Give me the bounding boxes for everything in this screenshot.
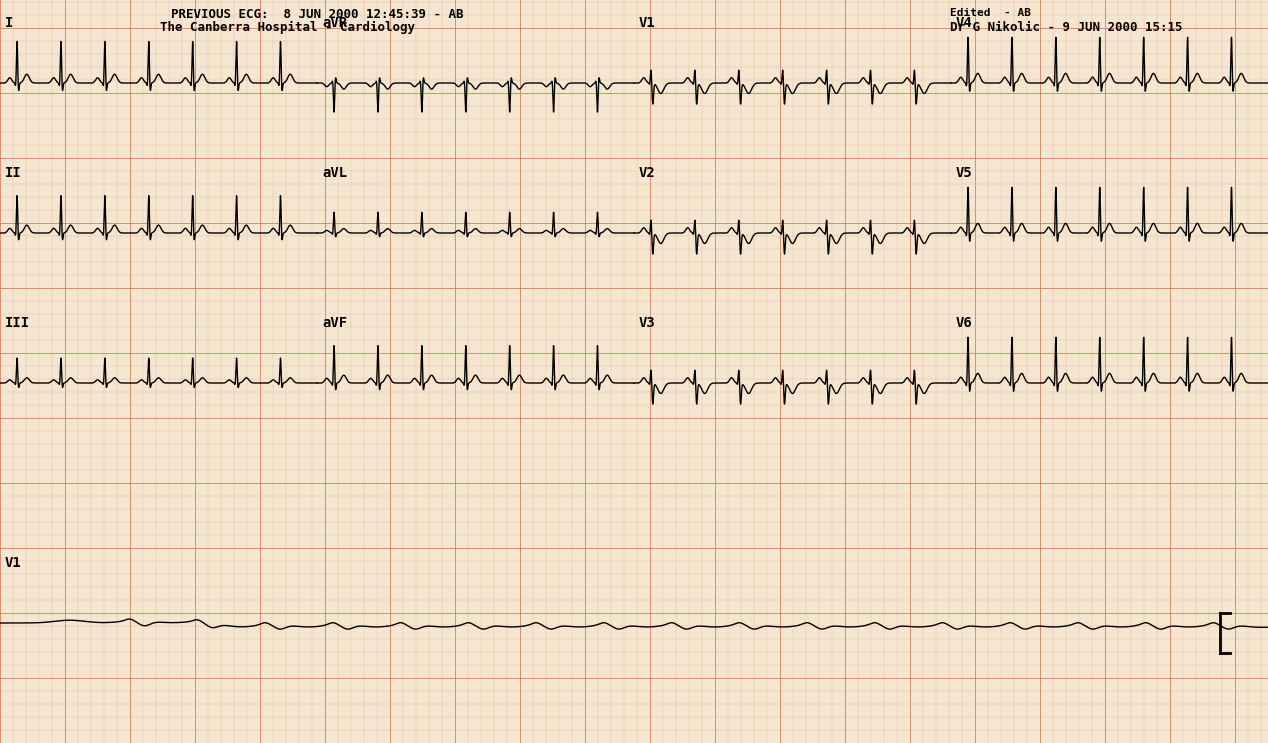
- Text: PREVIOUS ECG:  8 JUN 2000 12:45:39 - AB: PREVIOUS ECG: 8 JUN 2000 12:45:39 - AB: [171, 8, 463, 21]
- Text: aVF: aVF: [322, 316, 347, 330]
- Text: II: II: [5, 166, 22, 180]
- Text: aVL: aVL: [322, 166, 347, 180]
- Text: V3: V3: [639, 316, 656, 330]
- Text: Dr G Nikolic - 9 JUN 2000 15:15: Dr G Nikolic - 9 JUN 2000 15:15: [950, 21, 1183, 34]
- Text: III: III: [5, 316, 30, 330]
- Text: V2: V2: [639, 166, 656, 180]
- Text: V1: V1: [639, 16, 656, 30]
- Text: Edited  - AB: Edited - AB: [950, 8, 1031, 18]
- Text: The Canberra Hospital - Cardiology: The Canberra Hospital - Cardiology: [160, 21, 415, 34]
- Text: V6: V6: [956, 316, 973, 330]
- Text: I: I: [5, 16, 14, 30]
- Text: aVR: aVR: [322, 16, 347, 30]
- Text: V4: V4: [956, 16, 973, 30]
- Text: V5: V5: [956, 166, 973, 180]
- Text: V1: V1: [5, 556, 22, 570]
